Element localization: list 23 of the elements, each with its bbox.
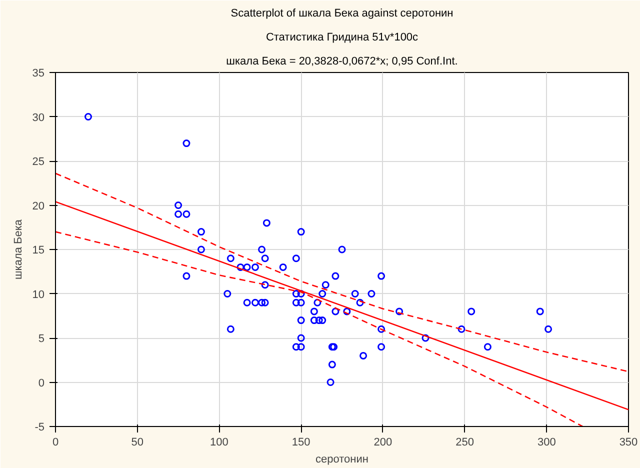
- x-tick-label: 300: [537, 436, 556, 448]
- text: шкала Бека = 20,3828-0,0672*x; 0,95 Conf.Int.: [226, 56, 458, 68]
- y-axis-title: шкала Бека: [12, 218, 24, 280]
- x-tick-label: 50: [131, 436, 144, 448]
- y-tick-label: 10: [32, 288, 45, 301]
- y-tick-label: 15: [32, 244, 45, 256]
- y-tick-label: 35: [32, 68, 45, 80]
- x-tick-label: 200: [374, 436, 392, 448]
- chart-title: Scatterplot of шкала Бека against серотонин: [230, 8, 454, 20]
- y-tick-label: -5: [34, 422, 44, 434]
- x-tick-label: 0: [52, 436, 59, 448]
- x-tick-label: 250: [456, 436, 474, 448]
- chart-subtitle: Статистика Гридина 51v*100c: [266, 32, 419, 44]
- y-tick-label: 5: [38, 333, 45, 345]
- x-axis-title: серотонин: [316, 454, 368, 466]
- x-tick-label: 100: [210, 436, 228, 448]
- x-tick-label: 350: [619, 436, 638, 448]
- y-tick-label: 25: [32, 156, 45, 168]
- y-tick-label: 0: [38, 377, 45, 390]
- x-tick-label: 150: [292, 436, 310, 448]
- y-tick-label: 30: [32, 112, 45, 124]
- line-series: [56, 172, 628, 372]
- y-tick-label: 20: [32, 200, 45, 212]
